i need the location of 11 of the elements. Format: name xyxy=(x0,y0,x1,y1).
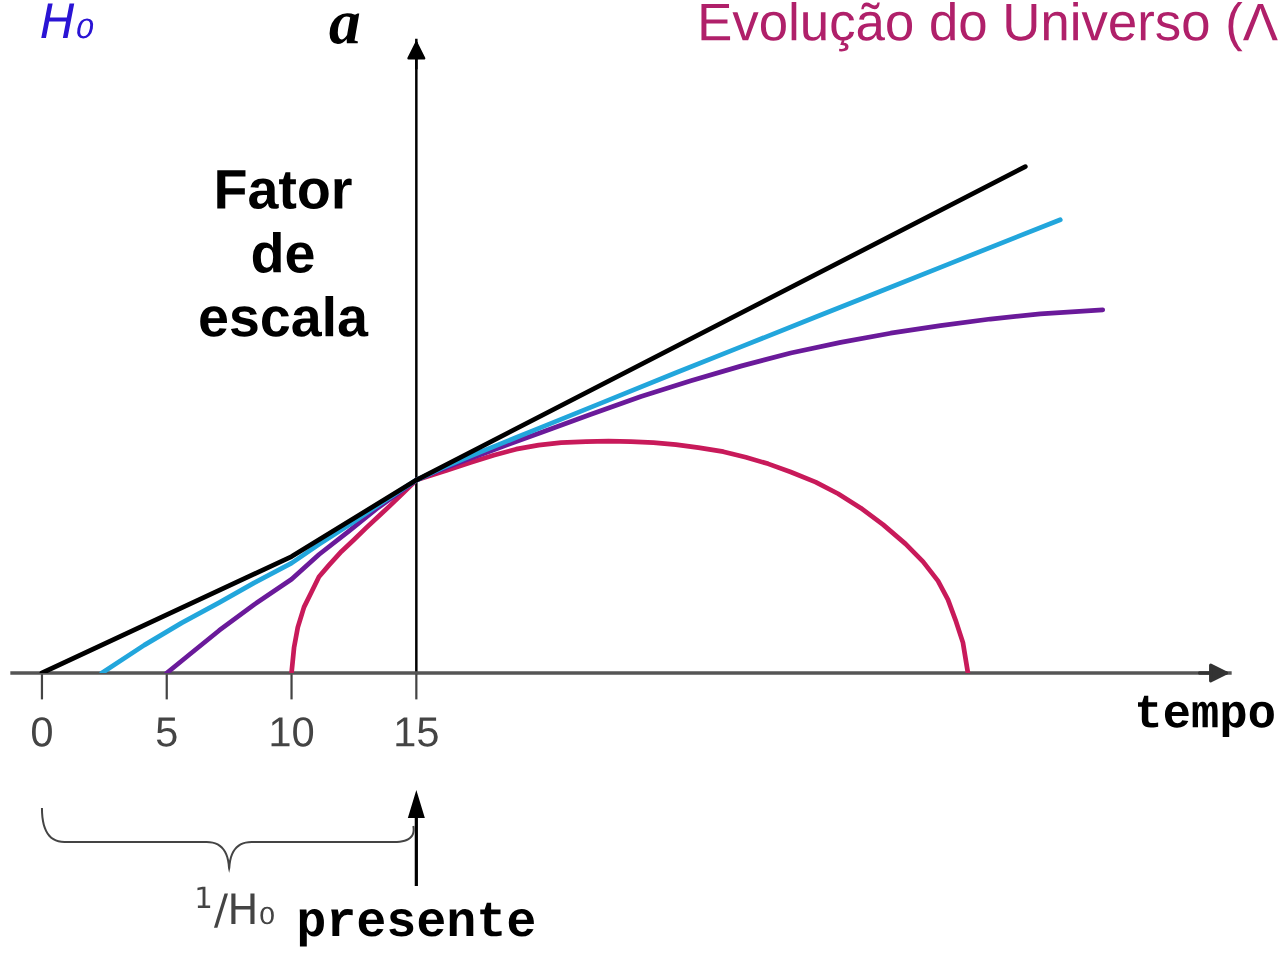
x-tick-label: 10 xyxy=(271,717,314,747)
x-tick-label: 0 xyxy=(31,717,52,747)
x-tick-label: 5 xyxy=(156,717,177,747)
text: $^{1}$/H₀ xyxy=(197,886,274,928)
text: H₀ xyxy=(41,3,94,39)
ref-line-label: presente xyxy=(299,902,534,947)
y-axis-title: a xyxy=(329,13,360,45)
x-tick-label: 15 xyxy=(396,717,438,747)
chart-title: Evolução do Universo (Λ xyxy=(701,2,1278,52)
x-axis-title: tempo xyxy=(1138,695,1274,738)
annotation: Fator de escala xyxy=(200,170,369,337)
